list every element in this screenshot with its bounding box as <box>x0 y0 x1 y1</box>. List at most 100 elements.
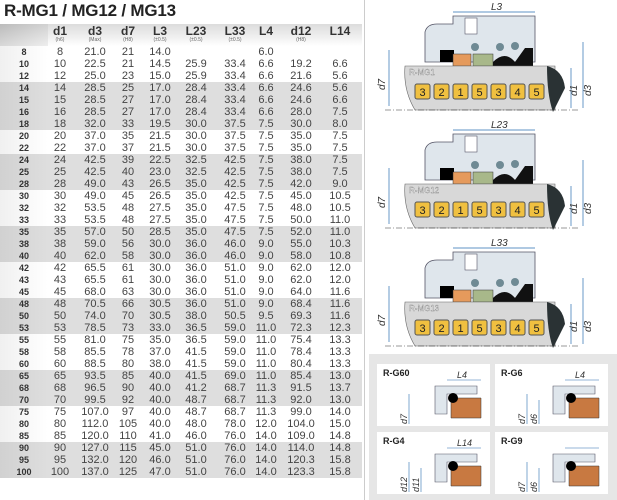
table-cell: 11.6 <box>329 298 351 310</box>
table-cell: 13.7 <box>329 382 351 394</box>
svg-text:3: 3 <box>495 205 501 217</box>
table-cell: 19.5 <box>149 118 171 130</box>
size-label: 90 <box>0 442 48 454</box>
table-row: 50 50 74.0 70 30.5 38.0 50.5 9.5 69.3 11.6 <box>0 310 362 322</box>
table-cell: 10.5 <box>329 190 351 202</box>
table-cell: 123.3 <box>287 466 315 478</box>
table-cell: 50 <box>53 310 67 322</box>
size-label: 42 <box>0 262 48 274</box>
table-cell: 7.5 <box>332 142 348 154</box>
table-cell: 7.5 <box>258 154 274 166</box>
table-cell: 76.0 <box>224 466 246 478</box>
table-row: 42 42 65.5 61 30.0 36.0 51.0 9.0 62.0 12.0 <box>0 262 362 274</box>
table-cell: 70 <box>121 310 135 322</box>
svg-text:5: 5 <box>533 205 539 217</box>
d3-label: d3 <box>583 320 594 332</box>
table-cell: 53.5 <box>84 214 106 226</box>
svg-text:5: 5 <box>476 323 482 335</box>
table-cell: 28.4 <box>185 94 207 106</box>
table-cell: 33 <box>53 214 67 226</box>
table-cell: 35.0 <box>185 202 207 214</box>
part-number-badge: 5 <box>528 83 545 100</box>
model-label: R-MG12 <box>409 186 440 195</box>
table-row: 18 18 32.0 33 19.5 30.0 37.5 7.5 30.0 8.0 <box>0 118 362 130</box>
table-cell: 35.0 <box>185 214 207 226</box>
d7-label: d7 <box>377 78 388 90</box>
diameter-label: d6 <box>529 414 539 424</box>
table-cell: 120.0 <box>81 430 109 442</box>
table-cell: 100 <box>50 466 70 478</box>
length-label: L23 <box>491 120 508 131</box>
table-cell: 11.0 <box>255 334 277 346</box>
table-cell: 14.0 <box>255 466 277 478</box>
table-cell: 43 <box>121 178 135 190</box>
table-cell: 35.0 <box>185 226 207 238</box>
table-cell: 12.3 <box>329 322 351 334</box>
table-cell: 76.0 <box>224 454 246 466</box>
svg-text:5: 5 <box>533 87 539 99</box>
table-cell: 22.5 <box>84 58 106 70</box>
table-cell: 7.5 <box>258 130 274 142</box>
table-cell: 7.5 <box>332 154 348 166</box>
diameter-label: d11 <box>411 478 421 492</box>
table-cell: 69.3 <box>290 310 312 322</box>
table-cell: 11.0 <box>255 370 277 382</box>
table-cell: 13.0 <box>329 394 351 406</box>
table-cell: 15.8 <box>329 466 351 478</box>
table-cell: 99.0 <box>290 406 312 418</box>
table-cell: 28.0 <box>290 106 312 118</box>
table-row: 10 10 22.5 21 14.5 25.9 33.4 6.6 19.2 6.6 <box>0 58 362 70</box>
table-cell: 9.0 <box>258 286 274 298</box>
size-label: 33 <box>0 214 48 226</box>
table-cell: 72.3 <box>290 322 312 334</box>
table-cell: 36.0 <box>185 274 207 286</box>
table-cell: 57.0 <box>84 226 106 238</box>
table-cell: 114.0 <box>287 442 315 454</box>
part-number-badge: 4 <box>509 201 526 218</box>
svg-text:3: 3 <box>495 323 501 335</box>
column-symbol: d12 <box>290 24 312 38</box>
svg-text:2: 2 <box>438 87 444 99</box>
table-cell: 38.0 <box>185 310 207 322</box>
table-cell: 30.0 <box>149 250 171 262</box>
table-cell: 24 <box>53 154 67 166</box>
table-cell: 120.3 <box>287 454 315 466</box>
table-cell: 14.0 <box>255 430 277 442</box>
table-cell: 37.0 <box>84 130 106 142</box>
table-cell: 137.0 <box>81 466 109 478</box>
table-row: 24 24 42.5 39 22.5 32.5 42.5 7.5 38.0 7.5 <box>0 154 362 166</box>
table-cell: 45 <box>121 190 135 202</box>
svg-text:4: 4 <box>514 87 520 99</box>
svg-text:5: 5 <box>533 323 539 335</box>
table-cell: 10.8 <box>329 250 351 262</box>
table-cell: 21.6 <box>290 70 312 82</box>
table-cell: 46.0 <box>224 238 246 250</box>
table-cell: 12.0 <box>329 274 351 286</box>
table-row: 8 8 21.0 21 14.0 6.0 <box>0 46 362 58</box>
size-label: 50 <box>0 310 48 322</box>
table-cell: 21 <box>121 58 135 70</box>
part-number-badge: 3 <box>490 83 507 100</box>
size-label: 35 <box>0 226 48 238</box>
table-cell: 90 <box>121 382 135 394</box>
size-label: 68 <box>0 382 48 394</box>
column-tolerance: (H8) <box>296 37 306 43</box>
column-tolerance: (h6) <box>55 37 65 43</box>
column-tolerance: (±0.5) <box>189 37 203 43</box>
column-symbol: d1 <box>52 24 67 38</box>
seat-model-label: R-G9 <box>501 436 523 446</box>
table-cell: 61 <box>121 274 135 286</box>
d1-label: d1 <box>569 321 580 332</box>
svg-text:5: 5 <box>476 205 482 217</box>
size-label: 40 <box>0 250 48 262</box>
table-cell: 66 <box>121 298 135 310</box>
table-cell: 127.0 <box>81 442 109 454</box>
table-cell: 42.5 <box>224 166 246 178</box>
size-label: 30 <box>0 190 48 202</box>
page-title: R-MG1 / MG12 / MG13 <box>4 1 176 20</box>
table-cell: 17.0 <box>149 106 171 118</box>
table-cell: 36.0 <box>185 250 207 262</box>
table-cell: 125 <box>118 466 138 478</box>
table-cell: 22 <box>53 142 67 154</box>
table-cell: 27.5 <box>149 214 171 226</box>
